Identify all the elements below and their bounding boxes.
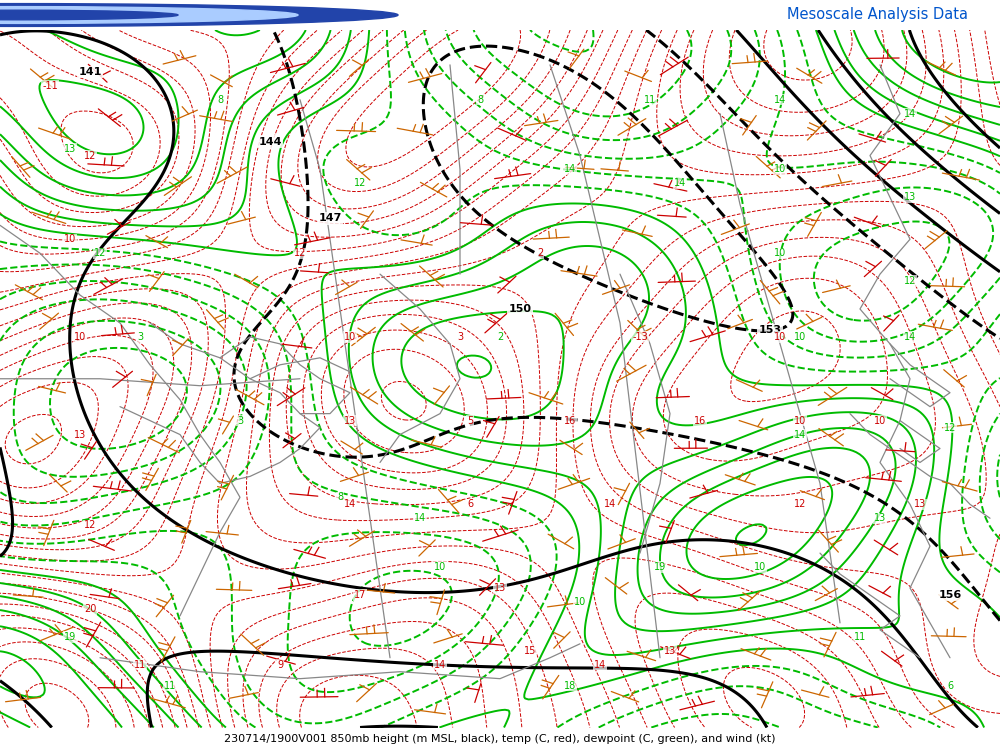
Text: 9: 9 [277, 660, 283, 670]
Text: 144: 144 [258, 136, 282, 146]
Text: 11: 11 [854, 632, 866, 642]
Text: 10: 10 [344, 332, 356, 342]
Text: 18: 18 [564, 681, 576, 691]
Text: 11: 11 [134, 660, 146, 670]
Circle shape [0, 4, 398, 26]
Text: 14: 14 [674, 178, 686, 188]
Text: 8: 8 [217, 94, 223, 105]
Text: 10: 10 [874, 416, 886, 425]
Text: 14: 14 [594, 660, 606, 670]
Text: 3: 3 [457, 332, 463, 342]
Text: 10: 10 [574, 597, 586, 607]
Text: 10: 10 [754, 562, 766, 572]
Text: 12: 12 [84, 520, 96, 530]
Text: -13: -13 [632, 332, 648, 342]
Text: 150: 150 [509, 304, 532, 314]
Text: 13: 13 [914, 500, 926, 509]
Text: 13: 13 [64, 143, 76, 154]
Text: 19: 19 [654, 562, 666, 572]
Text: 12: 12 [84, 151, 96, 160]
Text: 20: 20 [84, 604, 96, 614]
Text: 14: 14 [904, 332, 916, 342]
Text: 8: 8 [337, 492, 343, 502]
Text: 11: 11 [644, 94, 656, 105]
Text: 10: 10 [794, 416, 806, 425]
Text: 10: 10 [434, 562, 446, 572]
Text: 14: 14 [414, 513, 426, 523]
Text: 14: 14 [794, 430, 806, 439]
Text: 3: 3 [137, 332, 143, 342]
Text: 15: 15 [524, 646, 536, 656]
Text: 12: 12 [354, 178, 366, 188]
Text: 3: 3 [237, 416, 243, 425]
Text: 156: 156 [938, 590, 962, 600]
Text: 13: 13 [874, 513, 886, 523]
Text: 141: 141 [78, 67, 102, 76]
Text: 12: 12 [294, 248, 306, 258]
Text: 5: 5 [467, 416, 473, 425]
Text: 10: 10 [74, 332, 86, 342]
Text: 13: 13 [74, 430, 86, 439]
Text: 16: 16 [564, 416, 576, 425]
Text: 12: 12 [944, 422, 956, 433]
Text: 14: 14 [564, 164, 576, 175]
Text: 14: 14 [604, 500, 616, 509]
Text: 10: 10 [774, 332, 786, 342]
Text: 10: 10 [64, 234, 76, 244]
Text: 13: 13 [494, 583, 506, 593]
Text: 6: 6 [467, 500, 473, 509]
Text: 19: 19 [64, 632, 76, 642]
Circle shape [0, 10, 178, 20]
Text: 16: 16 [694, 416, 706, 425]
Text: 12: 12 [94, 248, 106, 258]
Text: -11: -11 [42, 81, 58, 91]
Text: 13: 13 [344, 416, 356, 425]
Text: 10: 10 [794, 332, 806, 342]
Text: 2: 2 [497, 332, 503, 342]
Text: 14: 14 [434, 660, 446, 670]
Text: 2: 2 [537, 248, 543, 258]
Text: Mesoscale Analysis Data: Mesoscale Analysis Data [787, 7, 968, 22]
Text: 12: 12 [794, 500, 806, 509]
Text: 14: 14 [904, 109, 916, 118]
Text: 13: 13 [664, 646, 676, 656]
Text: 17: 17 [354, 590, 366, 600]
Text: 11: 11 [164, 681, 176, 691]
Text: 230714/1900V001 850mb height (m MSL, black), temp (C, red), dewpoint (C, green),: 230714/1900V001 850mb height (m MSL, bla… [224, 734, 776, 744]
Text: 153: 153 [759, 325, 782, 335]
Text: NOAA/NWS/Storm Prediction Center: NOAA/NWS/Storm Prediction Center [32, 7, 295, 22]
Text: 14: 14 [344, 500, 356, 509]
Circle shape [0, 7, 298, 23]
Text: 10: 10 [774, 164, 786, 175]
Text: 6: 6 [947, 681, 953, 691]
Text: 10: 10 [774, 248, 786, 258]
Text: 8: 8 [477, 94, 483, 105]
Text: 147: 147 [318, 213, 342, 223]
Text: 14: 14 [774, 94, 786, 105]
Text: 12: 12 [904, 276, 916, 286]
Text: 13: 13 [904, 193, 916, 202]
